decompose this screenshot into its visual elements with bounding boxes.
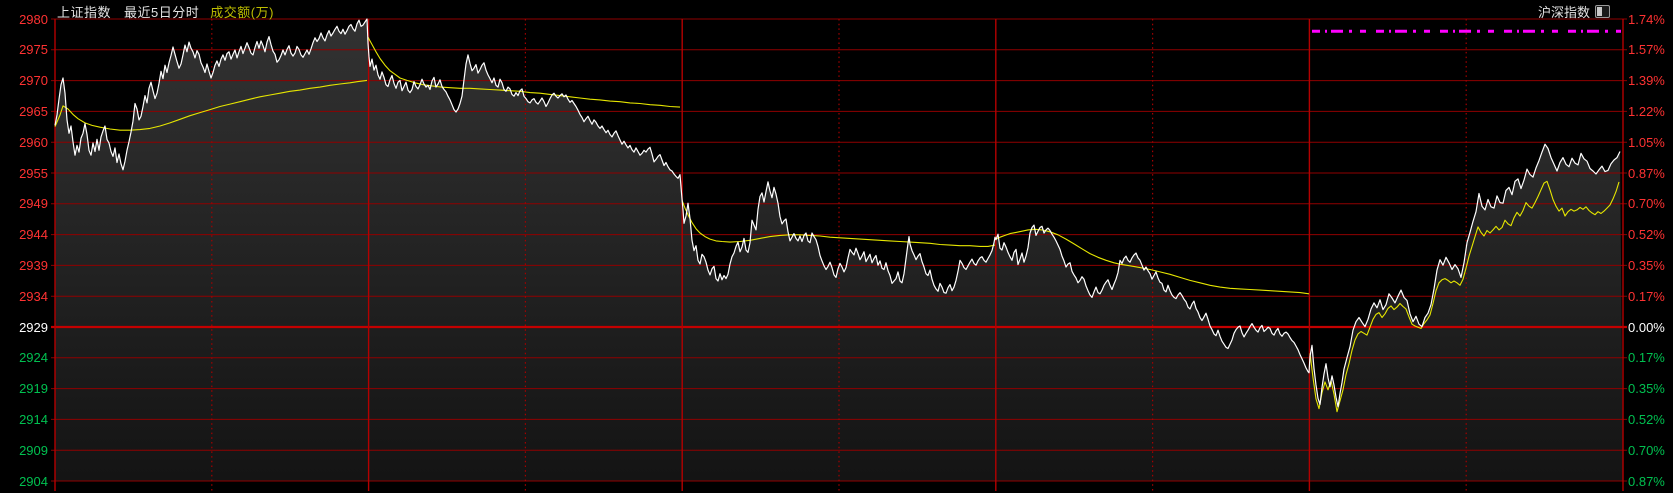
right-axis-label: 0.87% [1628, 165, 1665, 181]
right-axis-label: 0.35% [1628, 257, 1665, 273]
right-axis-label: 0.17% [1628, 288, 1665, 304]
left-axis-label: 2955 [19, 165, 48, 181]
right-axis-label: 0.00% [1628, 319, 1665, 335]
left-axis-label: 2949 [19, 196, 48, 212]
price-line [54, 18, 1621, 408]
left-axis-label: 2924 [19, 350, 48, 366]
secondary-index-label[interactable]: 沪深指数 [1538, 5, 1591, 20]
left-axis-label: 2970 [19, 73, 48, 89]
right-axis-label: 0.87% [1628, 473, 1665, 489]
left-axis-label: 2939 [19, 257, 48, 273]
right-axis-label: 1.05% [1628, 134, 1665, 150]
avg_price-line [995, 228, 1310, 295]
left-axis-label: 2960 [19, 134, 48, 150]
left-axis-label: 2919 [19, 381, 48, 397]
left-axis-label: 2975 [19, 42, 48, 58]
right-axis-label: 1.74% [1628, 11, 1665, 27]
avg_price-line [54, 79, 368, 131]
left-axis-label: 2909 [19, 442, 48, 458]
index-name-label: 上证指数 [57, 5, 112, 20]
avg_price-line [1309, 180, 1620, 413]
period-label[interactable]: 最近5日分时 [124, 5, 200, 20]
left-axis-label: 2944 [19, 227, 48, 243]
right-axis-label: 0.52% [1628, 227, 1665, 243]
left-axis-label: 2965 [19, 103, 48, 119]
volume-label[interactable]: 成交额(万) [210, 5, 274, 20]
right-axis-label: 1.39% [1628, 73, 1665, 89]
left-axis-label: 2929 [19, 319, 48, 335]
right-axis-label: 1.22% [1628, 103, 1665, 119]
right-axis-label: 0.70% [1628, 442, 1665, 458]
left-axis-label: 2914 [19, 411, 48, 427]
chart-title: 上证指数 最近5日分时 成交额(万) [57, 2, 274, 21]
avg_price-line [681, 200, 996, 247]
avg_price-line [367, 36, 681, 108]
right-axis-label: 0.35% [1628, 381, 1665, 397]
right-axis-label: 0.52% [1628, 411, 1665, 427]
panel-toggle-icon[interactable] [1595, 5, 1611, 18]
secondary-index-switch[interactable]: 沪深指数 [1538, 2, 1611, 21]
right-axis-label: 0.70% [1628, 196, 1665, 212]
right-axis-label: 1.57% [1628, 42, 1665, 58]
left-axis-label: 2934 [19, 288, 48, 304]
left-axis-label: 2904 [19, 473, 48, 489]
right-axis-label: 0.17% [1628, 350, 1665, 366]
price-area-fill [55, 19, 1623, 481]
left-axis-label: 2980 [19, 11, 48, 27]
